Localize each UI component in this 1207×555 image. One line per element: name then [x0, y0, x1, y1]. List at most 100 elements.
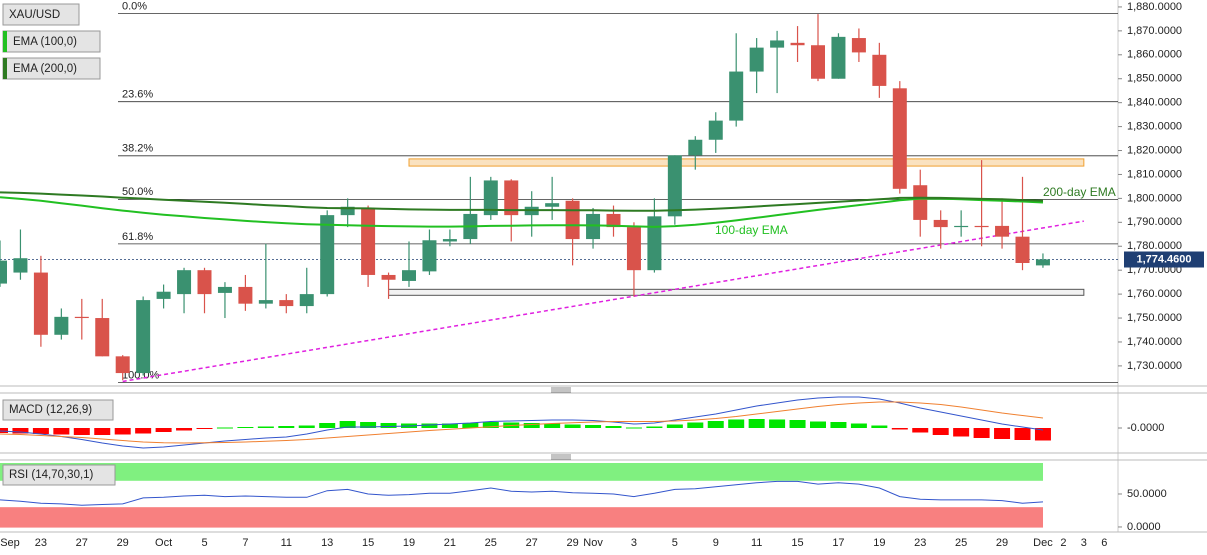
y-tick-label: 1,820.0000 — [1127, 144, 1182, 156]
macd-bar — [1014, 428, 1031, 440]
annotation: 100-day EMA — [715, 223, 788, 237]
resize-grip[interactable] — [551, 387, 571, 393]
candle-body — [954, 225, 969, 228]
candle-body — [831, 36, 846, 79]
legend-entry: EMA (100,0) — [13, 36, 77, 48]
candle-body — [933, 219, 948, 228]
panel-label: MACD (12,26,9) — [9, 404, 92, 416]
candle-body — [156, 291, 171, 299]
macd-bar — [196, 428, 213, 429]
ema-line — [0, 196, 1044, 228]
y-tick-label: 1,860.0000 — [1127, 49, 1182, 61]
x-tick-label: Sep — [0, 537, 20, 549]
macd-bar — [932, 428, 949, 435]
x-tick-label: Dec — [1033, 537, 1053, 549]
candle-body — [688, 139, 703, 156]
macd-bar — [360, 422, 377, 428]
macd-bar — [53, 428, 70, 435]
x-tick-label: Oct — [155, 537, 172, 549]
x-tick-label: 17 — [832, 537, 844, 549]
resize-grip[interactable] — [551, 454, 571, 460]
legend-title: XAU/USD — [9, 9, 60, 21]
macd-bar — [789, 420, 806, 428]
macd-bar — [748, 419, 765, 428]
macd-bar — [380, 423, 397, 428]
legend-box[interactable] — [2, 3, 80, 26]
macd-bar — [769, 419, 786, 428]
candle-body — [177, 270, 192, 295]
x-tick-label: 5 — [672, 537, 678, 549]
x-tick-label: 3 — [1081, 537, 1087, 549]
panel-label-box — [2, 464, 116, 486]
y-tick-label: 50.0000 — [1127, 488, 1167, 500]
y-tick-label: 1,730.0000 — [1127, 360, 1182, 372]
candle-body — [361, 207, 376, 275]
candle-body — [545, 203, 560, 207]
signal-line — [0, 401, 1044, 444]
oversold-band — [0, 507, 1043, 528]
candle-body — [54, 316, 69, 335]
fib-label: 38.2% — [122, 143, 153, 155]
macd-line — [0, 396, 1044, 449]
y-tick-label: 1,760.0000 — [1127, 288, 1182, 300]
y-tick-label: -0.0000 — [1127, 422, 1164, 434]
macd-bar — [155, 428, 172, 432]
fib-label: 61.8% — [122, 231, 153, 243]
candle-body — [115, 356, 130, 374]
panel-label: RSI (14,70,30,1) — [9, 469, 94, 481]
macd-bar — [625, 427, 642, 429]
candle-body — [892, 88, 907, 189]
candle-body — [136, 300, 151, 374]
macd-bar — [585, 425, 602, 428]
macd-bar — [32, 428, 49, 434]
x-tick-label: 23 — [35, 537, 47, 549]
candle-body — [851, 38, 866, 53]
overbought-band — [0, 463, 1043, 481]
x-tick-label: 29 — [566, 537, 578, 549]
candle-body — [442, 239, 457, 242]
candle-body — [667, 155, 682, 217]
x-tick-label: 3 — [631, 537, 637, 549]
legend-swatch — [3, 31, 7, 52]
candle-body — [13, 258, 28, 273]
candle-body — [299, 294, 314, 307]
fib-label: 50.0% — [122, 186, 153, 198]
x-tick-label: 15 — [362, 537, 374, 549]
macd-bar — [298, 425, 315, 428]
candle-body — [381, 274, 396, 280]
fib-label: 0.0% — [122, 1, 147, 13]
y-tick-label: 1,800.0000 — [1127, 192, 1182, 204]
y-tick-label: 1,810.0000 — [1127, 168, 1182, 180]
x-tick-label: 23 — [914, 537, 926, 549]
x-tick-label: 19 — [403, 537, 415, 549]
macd-bar — [523, 423, 540, 428]
candle-body — [647, 216, 662, 271]
candle-body — [708, 120, 723, 140]
candle-body — [729, 71, 744, 121]
rsi-line — [0, 480, 1044, 506]
candle-body — [565, 200, 580, 240]
x-tick-label: 2 — [1060, 537, 1066, 549]
candle-body — [974, 225, 989, 228]
y-tick-label: 1,870.0000 — [1127, 25, 1182, 37]
zone — [408, 158, 1085, 167]
candle-body — [279, 300, 294, 307]
macd-bar — [953, 428, 970, 437]
y-tick-label: 1,850.0000 — [1127, 73, 1182, 85]
candle-body — [95, 318, 110, 357]
macd-bar — [830, 422, 847, 428]
y-tick-label: 1,750.0000 — [1127, 312, 1182, 324]
y-tick-label: 1,790.0000 — [1127, 216, 1182, 228]
candle-body — [626, 227, 641, 271]
macd-bar — [421, 423, 438, 428]
zone — [388, 288, 1085, 296]
macd-bar — [462, 423, 479, 428]
x-tick-label: 11 — [281, 537, 292, 549]
x-tick-label: 15 — [791, 537, 803, 549]
x-tick-label: 27 — [526, 537, 538, 549]
x-tick-label: 25 — [485, 537, 497, 549]
macd-bar — [666, 424, 683, 428]
macd-bar — [216, 427, 233, 429]
candle-body — [1035, 259, 1050, 266]
